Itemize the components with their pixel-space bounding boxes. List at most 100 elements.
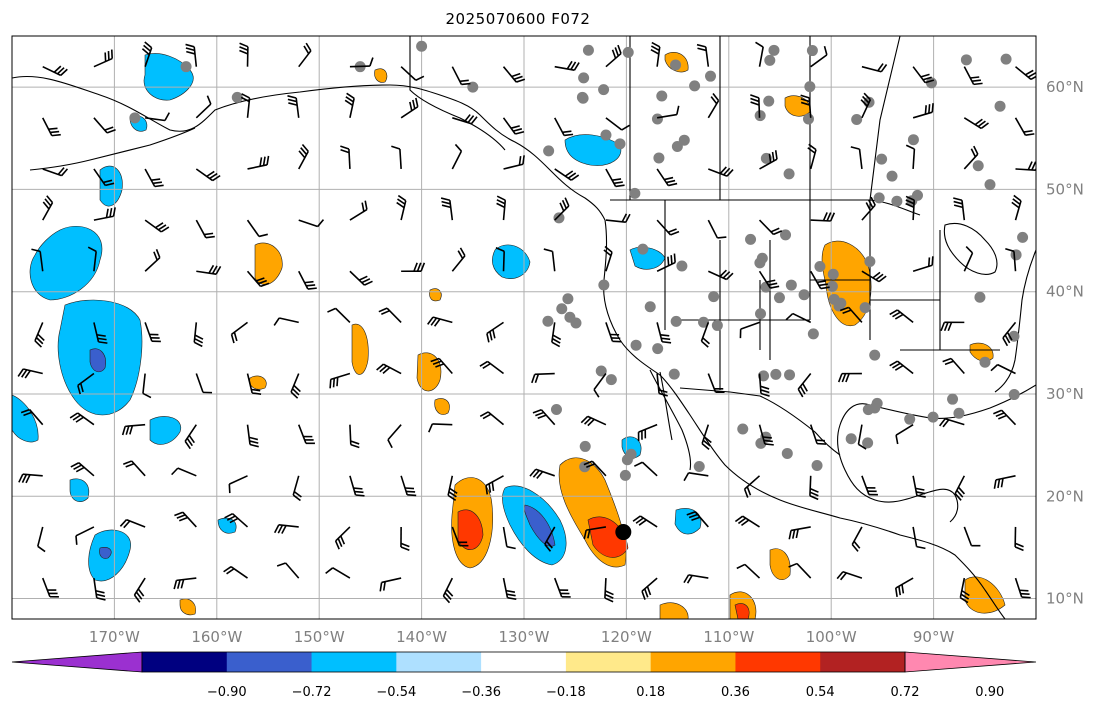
wind-barb bbox=[327, 307, 351, 323]
station-dot bbox=[653, 152, 665, 164]
wind-barb bbox=[447, 475, 458, 501]
wind-barb bbox=[963, 526, 981, 547]
wind-barb bbox=[329, 372, 351, 389]
wind-barb bbox=[758, 373, 770, 397]
wind-barb bbox=[954, 475, 966, 501]
wind-barb bbox=[809, 475, 819, 501]
wind-barb bbox=[912, 103, 934, 119]
wind-barb bbox=[173, 577, 197, 590]
coastline-west-coast bbox=[603, 219, 1006, 619]
shade-negative-tropic-2 bbox=[674, 508, 702, 535]
colorbar-tick-label: −0.54 bbox=[376, 685, 416, 700]
wind-barb bbox=[544, 526, 556, 552]
station-dot bbox=[972, 160, 984, 172]
wind-barb bbox=[743, 475, 761, 498]
wind-barb bbox=[734, 515, 760, 528]
station-dot bbox=[811, 459, 823, 471]
wind-barb bbox=[603, 245, 613, 272]
wind-barb bbox=[239, 42, 249, 67]
station-dot bbox=[859, 302, 871, 314]
station-dot bbox=[979, 356, 991, 368]
wind-barb bbox=[656, 253, 676, 272]
wind-barb bbox=[349, 57, 374, 68]
station-dot bbox=[833, 300, 845, 312]
wind-barb bbox=[387, 424, 402, 449]
shade-positive-pacific-south-core bbox=[734, 603, 750, 619]
shade-positive-midpacific-3 bbox=[416, 352, 442, 392]
wind-barb bbox=[31, 248, 44, 272]
wind-barb bbox=[349, 424, 360, 449]
wind-barb bbox=[298, 270, 317, 290]
station-dot bbox=[708, 291, 720, 303]
station-dot bbox=[1000, 53, 1012, 65]
lat-label: 40°N bbox=[1046, 283, 1084, 301]
wind-barb bbox=[42, 195, 54, 221]
wind-barb bbox=[70, 462, 95, 477]
lon-label: 150°W bbox=[294, 628, 345, 646]
wind-barb bbox=[942, 357, 965, 375]
station-dot bbox=[907, 134, 919, 146]
wind-barb bbox=[273, 524, 299, 534]
wind-barb bbox=[292, 475, 302, 502]
station-dot bbox=[764, 54, 776, 66]
wind-barb bbox=[861, 196, 876, 221]
wind-barb bbox=[196, 264, 222, 276]
shade-positive-small-f bbox=[374, 68, 388, 83]
wind-barb bbox=[1002, 321, 1017, 347]
wind-barb bbox=[912, 526, 926, 550]
wind-barb bbox=[857, 424, 867, 450]
wind-barb bbox=[503, 155, 525, 170]
wind-barb bbox=[18, 473, 43, 484]
wind-barb bbox=[707, 269, 734, 281]
wind-barb bbox=[349, 200, 368, 221]
shade-negative-tropic-1-core bbox=[524, 504, 556, 547]
station-dot bbox=[974, 291, 986, 303]
station-dot bbox=[605, 374, 617, 386]
station-dot bbox=[862, 437, 874, 449]
wind-barb bbox=[993, 475, 1016, 489]
station-dot bbox=[698, 316, 710, 328]
wind-barb bbox=[485, 475, 504, 495]
station-dot bbox=[927, 411, 939, 423]
station-dot bbox=[845, 433, 857, 445]
lon-label: 160°W bbox=[191, 628, 242, 646]
station-dot bbox=[869, 349, 881, 361]
station-dot bbox=[807, 328, 819, 340]
wind-barb bbox=[42, 167, 69, 177]
wind-barb bbox=[17, 368, 43, 379]
station-dot bbox=[780, 229, 792, 241]
station-dot bbox=[622, 46, 634, 58]
wind-barb bbox=[287, 95, 300, 118]
wind-barb bbox=[144, 249, 161, 272]
wind-barb bbox=[440, 197, 454, 221]
wind-barb bbox=[427, 316, 453, 327]
wind-barb bbox=[959, 577, 970, 604]
shade-positive-small-c bbox=[429, 288, 442, 302]
wind-barb bbox=[171, 467, 197, 477]
wind-barb bbox=[246, 373, 262, 396]
shade-negative-tropic-west-core bbox=[99, 547, 112, 559]
station-dot bbox=[745, 233, 757, 245]
wind-barb bbox=[193, 322, 204, 348]
station-dot bbox=[619, 469, 631, 481]
station-dot bbox=[579, 440, 591, 452]
wind-barb bbox=[758, 424, 774, 446]
wind-barb bbox=[75, 526, 95, 545]
wind-barb bbox=[486, 321, 504, 343]
wind-barb bbox=[656, 168, 678, 187]
wind-barb bbox=[797, 373, 812, 398]
wind-barb bbox=[641, 577, 658, 600]
lat-labels: 60°N 50°N 40°N 30°N 20°N 10°N bbox=[1046, 78, 1084, 607]
wind-barb bbox=[378, 307, 402, 323]
wind-barb bbox=[963, 66, 983, 86]
wind-barb bbox=[495, 246, 505, 272]
wind-barb bbox=[656, 322, 672, 344]
wind-barb bbox=[905, 195, 916, 221]
colorbar-band bbox=[226, 652, 313, 672]
station-dot bbox=[651, 113, 663, 125]
wind-barb bbox=[400, 475, 417, 497]
wind-barb bbox=[759, 150, 778, 170]
station-dot bbox=[953, 407, 965, 419]
wind-barb bbox=[223, 566, 248, 579]
station-dot bbox=[763, 95, 775, 107]
